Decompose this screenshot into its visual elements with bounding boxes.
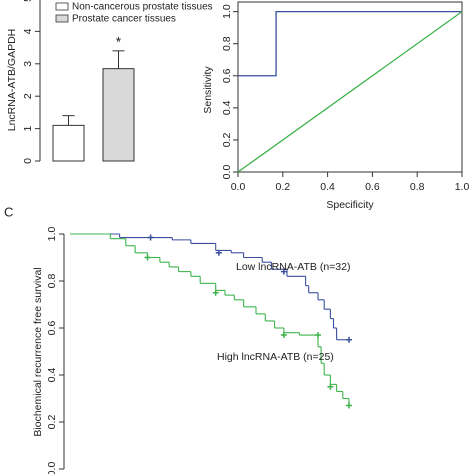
curve-label: Low lncRNA-ATB (n=32) bbox=[236, 261, 350, 273]
censor-mark bbox=[147, 234, 154, 241]
y-tick-label: 0.0 bbox=[221, 165, 233, 180]
y-tick-label: 4 bbox=[22, 28, 34, 34]
y-tick-label: 0.6 bbox=[221, 68, 233, 83]
y-tick-label: 1.0 bbox=[46, 227, 58, 242]
x-tick-label: 0.0 bbox=[231, 181, 246, 193]
censor-mark bbox=[327, 383, 334, 390]
y-axis-label: Biochemical recurrence free survival bbox=[32, 267, 44, 436]
x-tick-label: 0.6 bbox=[365, 181, 380, 193]
significance-mark: * bbox=[116, 34, 122, 50]
y-tick-label: 1 bbox=[22, 126, 34, 132]
y-tick-label: 1.0 bbox=[221, 4, 233, 19]
roc-line bbox=[238, 10, 462, 77]
legend-label: Non-cancerous prostate tissues bbox=[72, 2, 213, 13]
censor-mark bbox=[144, 254, 151, 261]
legend-label: Prostate cancer tissues bbox=[72, 14, 176, 25]
y-tick-label: 0.4 bbox=[221, 100, 233, 115]
censor-mark bbox=[280, 332, 287, 339]
roc-line bbox=[237, 11, 463, 173]
y-tick-label: 0.6 bbox=[46, 321, 58, 336]
y-tick-label: 0.2 bbox=[221, 132, 233, 147]
censor-mark bbox=[280, 268, 287, 275]
censor-mark bbox=[212, 289, 219, 296]
censor-mark bbox=[215, 249, 222, 256]
censor-mark bbox=[346, 336, 352, 343]
x-tick-label: 0.4 bbox=[320, 181, 335, 193]
y-tick-label: 5 bbox=[22, 0, 34, 2]
x-axis-label: Specificity bbox=[326, 199, 374, 211]
y-tick-label: 0.2 bbox=[46, 415, 58, 430]
panel-label: C bbox=[4, 204, 13, 219]
y-tick-label: 0.8 bbox=[221, 36, 233, 51]
x-tick-label: 0.2 bbox=[275, 181, 290, 193]
legend-swatch bbox=[55, 14, 69, 23]
y-tick-label: 0.4 bbox=[46, 368, 58, 383]
y-tick-label: 0 bbox=[22, 158, 34, 164]
y-tick-label: 3 bbox=[22, 61, 34, 67]
legend-swatch bbox=[55, 2, 69, 11]
bar bbox=[52, 124, 85, 162]
plot-frame bbox=[237, 1, 463, 173]
x-tick-label: 0.8 bbox=[410, 181, 425, 193]
bar bbox=[102, 68, 135, 162]
y-tick-label: 0.8 bbox=[46, 274, 58, 289]
y-tick-label: 2 bbox=[22, 93, 34, 99]
curve-label: High lncRNA-ATB (n=25) bbox=[217, 351, 334, 363]
censor-mark bbox=[315, 332, 321, 339]
x-tick-label: 1.0 bbox=[455, 181, 470, 193]
censor-mark bbox=[346, 402, 352, 409]
y-tick-label: 0.0 bbox=[46, 462, 58, 474]
y-axis-label: Sensitivity bbox=[202, 66, 214, 114]
y-axis-label: LncRNA-ATB/GAPDH bbox=[6, 29, 18, 132]
